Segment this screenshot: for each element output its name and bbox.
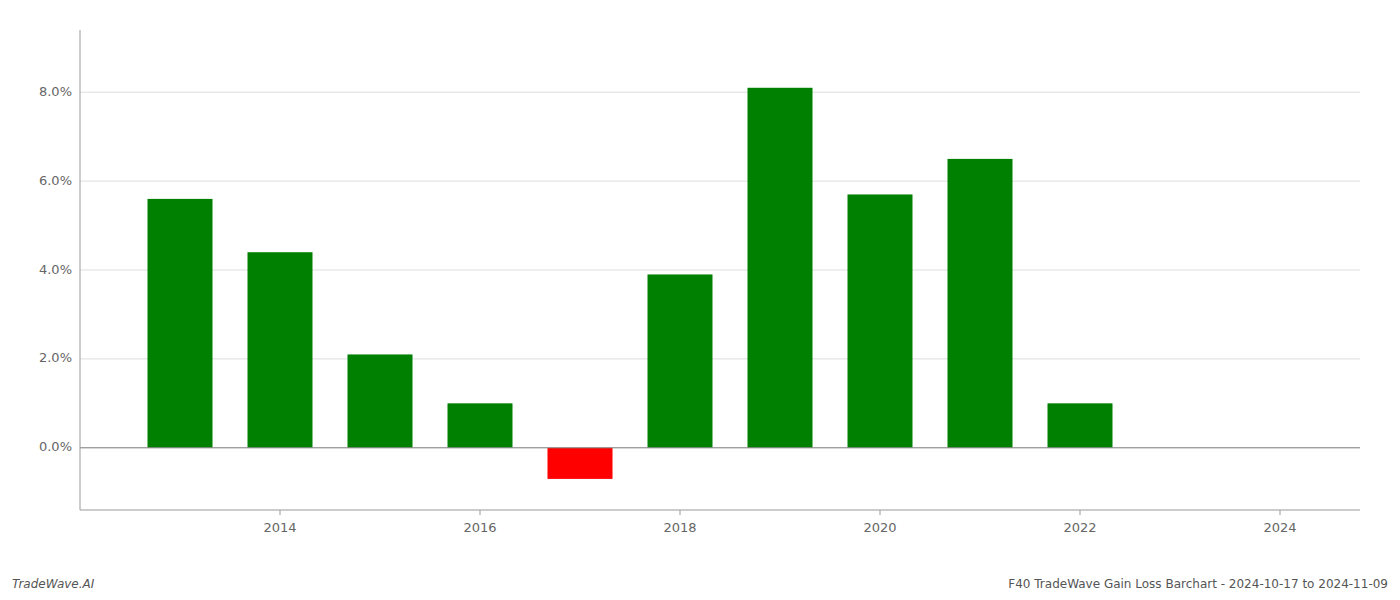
x-tick-label: 2016 — [463, 520, 496, 535]
tick-labels: 0.0% 2.0% 4.0% 6.0% 8.0% 2014 2016 2018 2020 2022… — [39, 84, 1297, 535]
grid-line — [80, 181, 1360, 182]
y-tick-label: 6.0% — [39, 173, 72, 188]
bar — [1048, 403, 1113, 447]
x-tick — [1080, 510, 1081, 515]
y-tick-label: 0.0% — [39, 439, 72, 454]
bar — [348, 354, 413, 447]
x-tick-label: 2022 — [1063, 520, 1096, 535]
grid-line — [80, 92, 1360, 93]
bar — [848, 194, 913, 447]
y-tick-label: 8.0% — [39, 84, 72, 99]
bar — [648, 274, 713, 447]
y-tick-label: 4.0% — [39, 262, 72, 277]
bar — [148, 199, 213, 448]
bar — [248, 252, 313, 448]
x-tick — [680, 510, 681, 515]
x-tick — [880, 510, 881, 515]
chart: 0.0% 2.0% 4.0% 6.0% 8.0% 2014 2016 2018 2020 2022… — [0, 0, 1400, 600]
bar — [548, 448, 613, 479]
y-tick-label: 2.0% — [39, 350, 72, 365]
x-tick — [480, 510, 481, 515]
grid-line — [80, 447, 1360, 448]
bar — [448, 403, 513, 447]
annotation-right: F40 TradeWave Gain Loss Barchart - 2024-… — [1008, 577, 1388, 591]
bar — [748, 88, 813, 448]
x-tick-label: 2024 — [1263, 520, 1296, 535]
grid — [80, 92, 1360, 448]
bars — [148, 88, 1113, 479]
annotation-left: TradeWave.AI — [12, 577, 95, 591]
x-tick-label: 2018 — [663, 520, 696, 535]
y-axis-line — [80, 30, 81, 510]
bar — [948, 159, 1013, 448]
x-tick — [280, 510, 281, 515]
zero-line — [80, 447, 1360, 448]
x-tick — [1280, 510, 1281, 515]
x-tick-label: 2020 — [863, 520, 896, 535]
x-tick-label: 2014 — [263, 520, 296, 535]
x-axis-line — [80, 510, 1360, 511]
